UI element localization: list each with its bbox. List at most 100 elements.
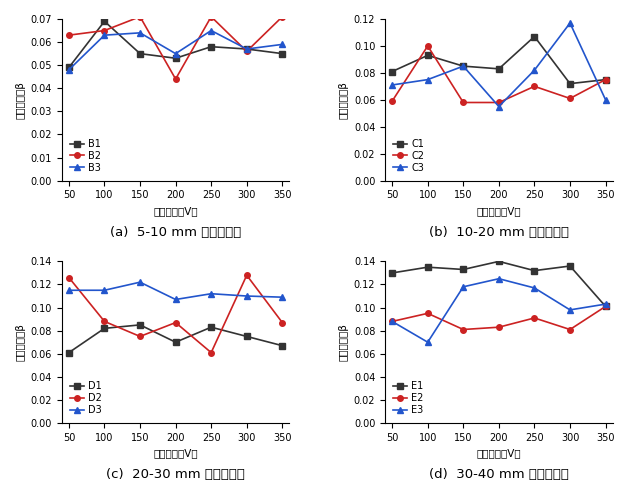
- E3: [566, 307, 574, 313]
- E3: [530, 285, 538, 291]
- B2: [207, 14, 215, 20]
- E1: [495, 258, 503, 264]
- D2: [136, 334, 144, 340]
- C3: [459, 63, 467, 69]
- Legend: E1, E2, E3: E1, E2, E3: [390, 378, 427, 418]
- D3: [101, 288, 108, 294]
- D1: [172, 339, 180, 345]
- D2: [207, 350, 215, 356]
- Line: B3: B3: [66, 28, 285, 72]
- C1: [602, 76, 609, 82]
- X-axis label: 激励电压（V）: 激励电压（V）: [153, 206, 198, 216]
- C2: [388, 98, 396, 104]
- E3: [388, 318, 396, 324]
- C3: [495, 104, 503, 110]
- B3: [243, 46, 251, 52]
- Y-axis label: 非线性参数β: 非线性参数β: [338, 81, 348, 118]
- C1: [459, 63, 467, 69]
- C3: [530, 67, 538, 73]
- Text: (d)  30-40 mm 粗骨料粒径: (d) 30-40 mm 粗骨料粒径: [429, 468, 569, 481]
- C1: [495, 66, 503, 72]
- E2: [388, 318, 396, 324]
- E2: [495, 324, 503, 330]
- D3: [207, 290, 215, 296]
- B1: [278, 50, 286, 56]
- C1: [388, 68, 396, 74]
- D3: [278, 294, 286, 300]
- X-axis label: 激励电压（V）: 激励电压（V）: [476, 206, 521, 216]
- B2: [278, 14, 286, 20]
- B3: [278, 42, 286, 48]
- Line: D3: D3: [66, 280, 285, 302]
- C3: [602, 97, 609, 103]
- E1: [566, 263, 574, 269]
- D1: [207, 324, 215, 330]
- D2: [243, 272, 251, 278]
- B2: [172, 76, 180, 82]
- C2: [424, 43, 432, 49]
- Line: B2: B2: [66, 14, 285, 82]
- D3: [243, 293, 251, 299]
- B1: [65, 64, 72, 70]
- Line: C3: C3: [389, 20, 609, 110]
- E1: [424, 264, 432, 270]
- B2: [65, 32, 72, 38]
- C2: [566, 96, 574, 102]
- C3: [424, 76, 432, 82]
- X-axis label: 激励电压（V）: 激励电压（V）: [153, 448, 198, 458]
- Line: E2: E2: [389, 304, 609, 332]
- Y-axis label: 非线性参数β: 非线性参数β: [15, 81, 25, 118]
- B3: [172, 50, 180, 56]
- D2: [101, 318, 108, 324]
- B3: [207, 28, 215, 34]
- Line: E3: E3: [389, 276, 609, 345]
- D1: [278, 342, 286, 348]
- E2: [530, 315, 538, 321]
- C2: [495, 100, 503, 105]
- D1: [101, 326, 108, 332]
- B2: [136, 14, 144, 20]
- E1: [388, 270, 396, 276]
- Legend: C1, C2, C3: C1, C2, C3: [390, 136, 427, 175]
- E1: [530, 268, 538, 274]
- Line: D2: D2: [66, 272, 285, 355]
- E2: [459, 326, 467, 332]
- Line: E1: E1: [389, 258, 609, 309]
- Y-axis label: 非线性参数β: 非线性参数β: [15, 324, 25, 361]
- B1: [136, 50, 144, 56]
- E1: [602, 304, 609, 310]
- E3: [495, 276, 503, 281]
- Text: (a)  5-10 mm 粗骨料粒径: (a) 5-10 mm 粗骨料粒径: [110, 226, 241, 239]
- C3: [388, 82, 396, 88]
- Text: (b)  10-20 mm 粗骨料粒径: (b) 10-20 mm 粗骨料粒径: [429, 226, 569, 239]
- E3: [424, 339, 432, 345]
- E3: [459, 284, 467, 290]
- C1: [530, 34, 538, 40]
- B3: [65, 67, 72, 73]
- B1: [101, 18, 108, 24]
- C2: [602, 76, 609, 82]
- D3: [172, 296, 180, 302]
- E2: [566, 326, 574, 332]
- E3: [602, 301, 609, 307]
- D1: [65, 350, 72, 356]
- E2: [424, 310, 432, 316]
- Y-axis label: 非线性参数β: 非线性参数β: [338, 324, 348, 361]
- E1: [459, 266, 467, 272]
- X-axis label: 激励电压（V）: 激励电压（V）: [476, 448, 521, 458]
- Line: D1: D1: [66, 322, 285, 356]
- Line: C1: C1: [389, 34, 609, 86]
- B3: [136, 30, 144, 36]
- C1: [566, 80, 574, 86]
- Line: C2: C2: [389, 43, 609, 106]
- C2: [530, 84, 538, 89]
- B1: [172, 55, 180, 61]
- B1: [243, 46, 251, 52]
- C2: [459, 100, 467, 105]
- B2: [243, 48, 251, 54]
- D1: [136, 322, 144, 328]
- C1: [424, 52, 432, 59]
- D3: [65, 288, 72, 294]
- D1: [243, 334, 251, 340]
- Text: (c)  20-30 mm 粗骨料粒径: (c) 20-30 mm 粗骨料粒径: [106, 468, 245, 481]
